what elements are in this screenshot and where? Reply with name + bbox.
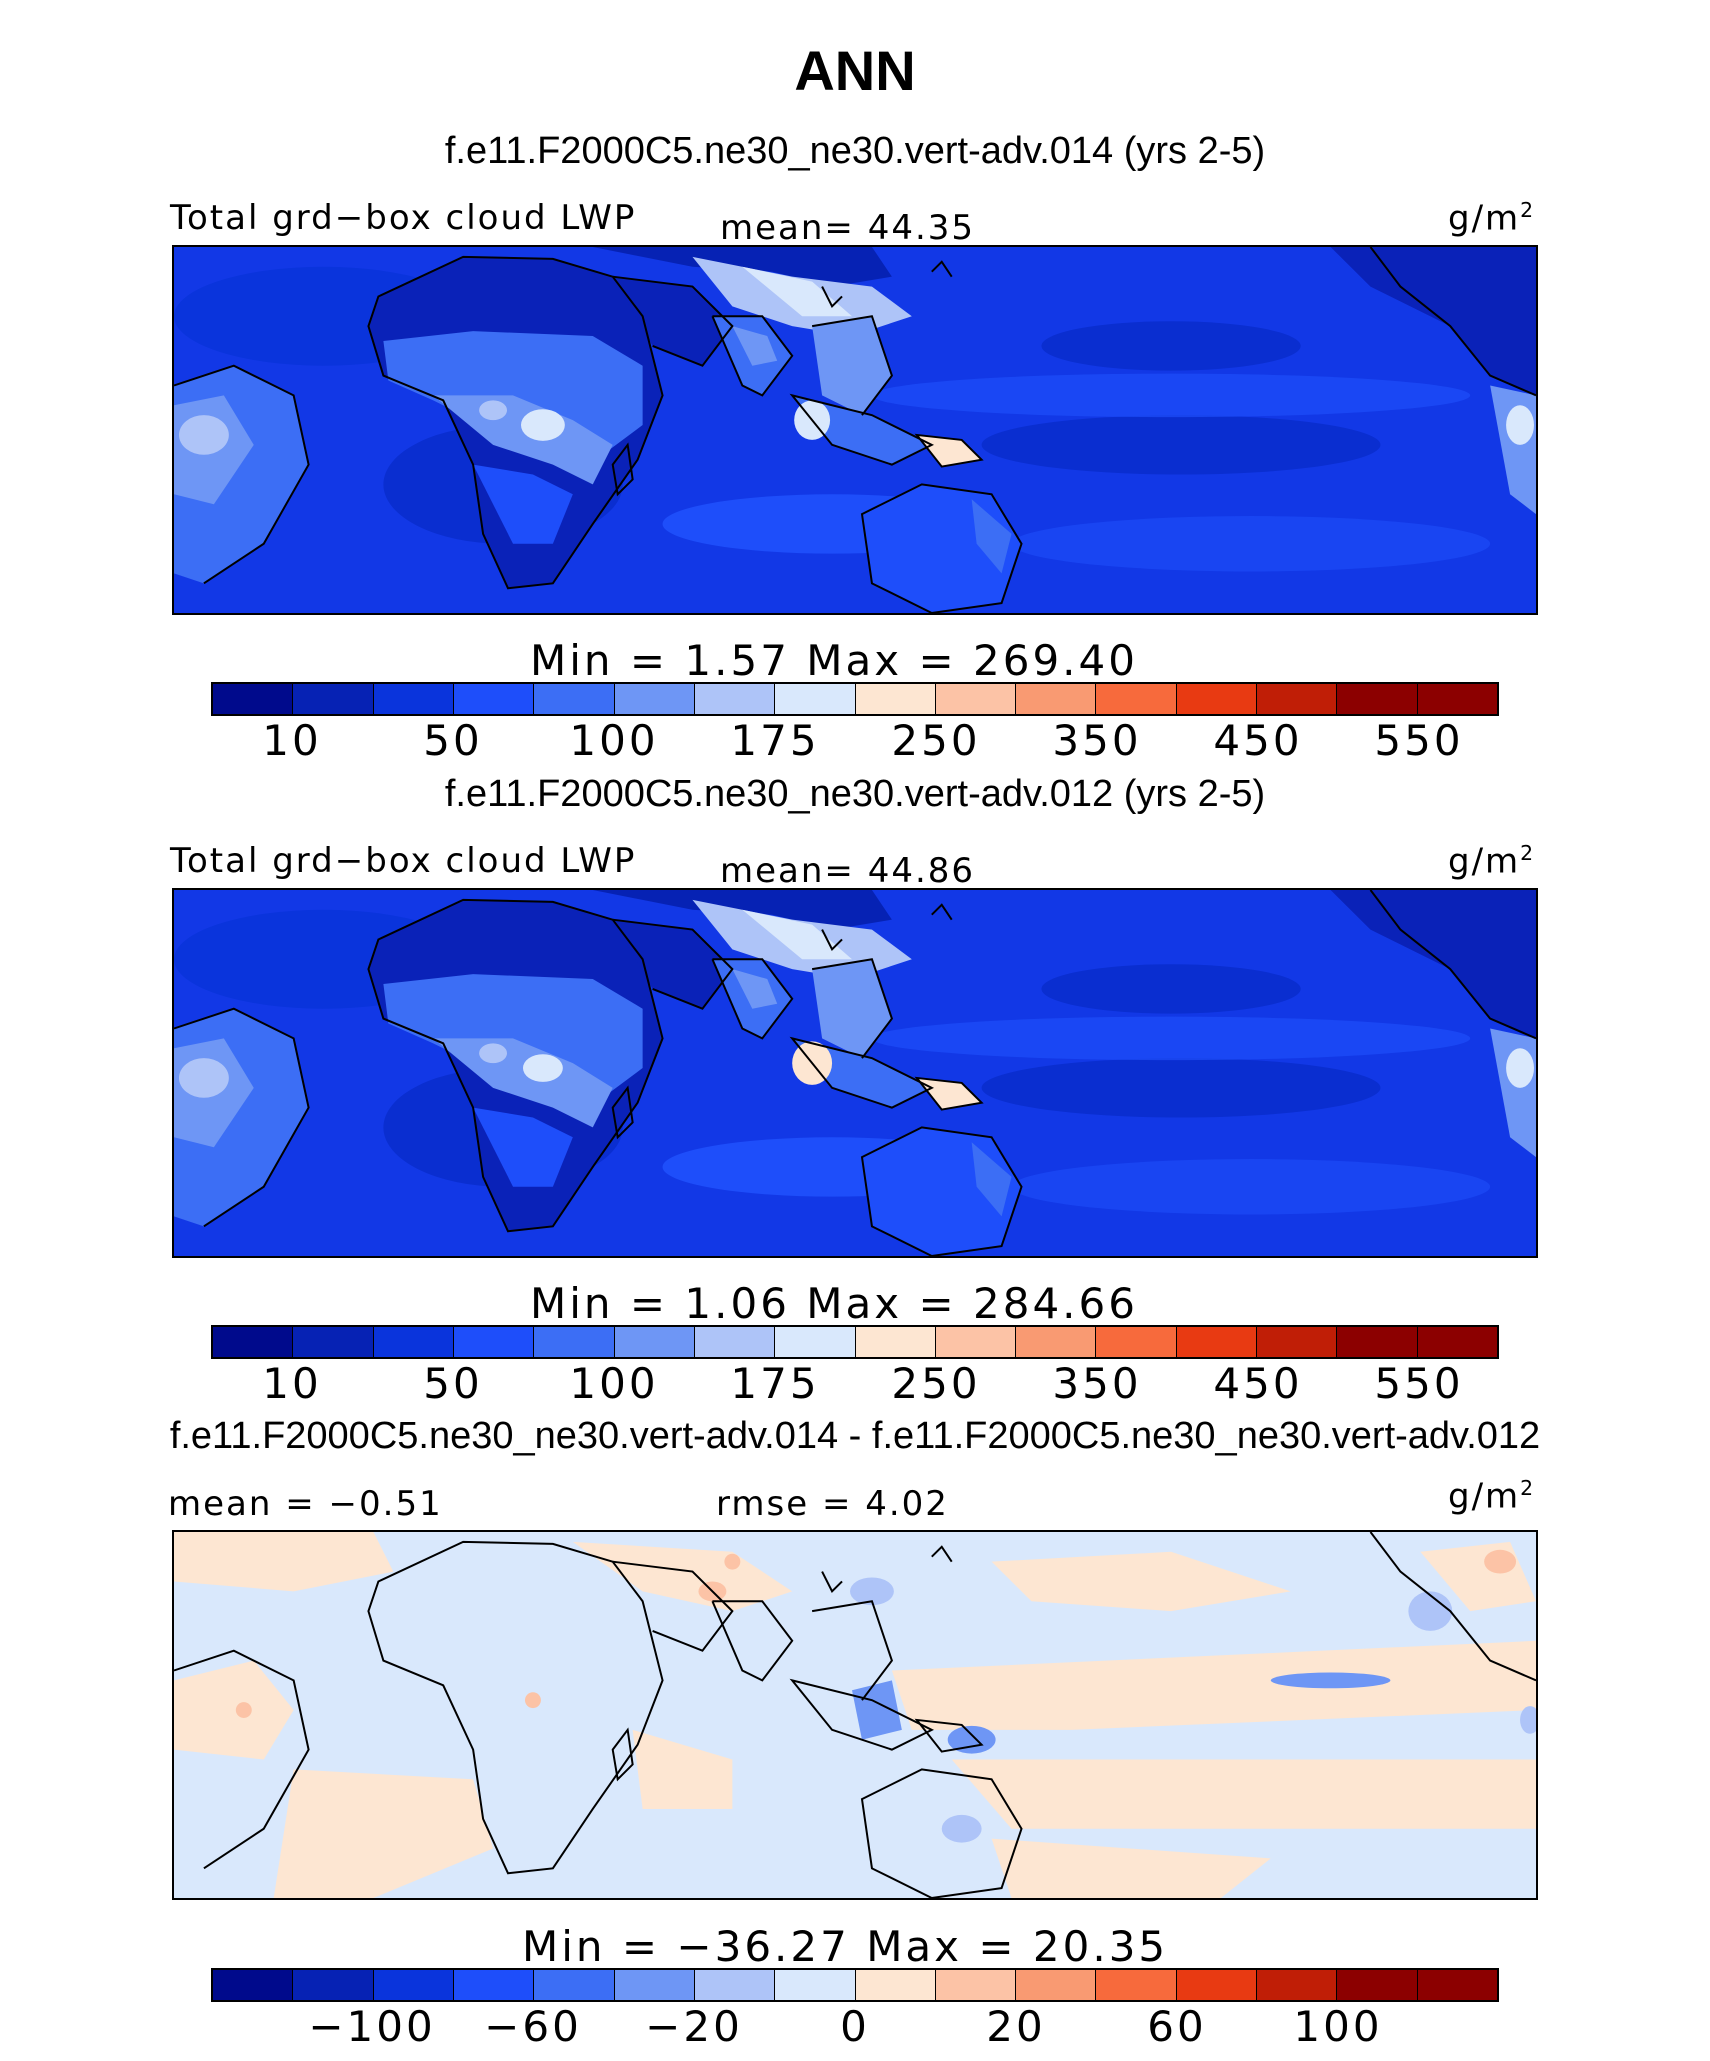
colorbar-segment [694, 1970, 776, 2000]
panel-1-colorbar [211, 682, 1499, 716]
panel-1-variable-label: Total grd−box cloud LWP [170, 198, 637, 238]
colorbar-segment [1417, 1970, 1497, 2000]
colorbar-segment [534, 1327, 615, 1357]
colorbar-segment [855, 1970, 936, 2000]
panel-1-tick: 250 [891, 716, 981, 765]
panel-2-variable-label: Total grd−box cloud LWP [170, 841, 637, 881]
panel-2-tick: 550 [1374, 1359, 1464, 1408]
panel-3-tick: 100 [1293, 2002, 1383, 2051]
colorbar-segment [373, 684, 454, 714]
panel-2-tick: 175 [730, 1359, 820, 1408]
panel-3-map [172, 1530, 1538, 1900]
panel-2-colorbar [211, 1325, 1499, 1359]
panel-3-colorbar [211, 1968, 1499, 2002]
colorbar-segment [1096, 684, 1177, 714]
colorbar-segment [1337, 684, 1418, 714]
colorbar-segment [453, 1970, 535, 2000]
panel-2-tick: 350 [1052, 1359, 1142, 1408]
panel-1-tick: 50 [423, 716, 483, 765]
colorbar-segment [1176, 1327, 1258, 1357]
panel-2-minmax: Min = 1.06 Max = 284.66 [530, 1279, 1138, 1328]
colorbar-segment [1096, 1970, 1177, 2000]
colorbar-segment [213, 1970, 294, 2000]
colorbar-segment [213, 684, 294, 714]
colorbar-segment [614, 684, 695, 714]
panel-3-minmax: Min = −36.27 Max = 20.35 [522, 1922, 1169, 1971]
panel-2-tick: 250 [891, 1359, 981, 1408]
colorbar-segment [855, 1327, 936, 1357]
panel-2-map [172, 888, 1538, 1258]
panel-3-case-title: f.e11.F2000C5.ne30_ne30.vert-adv.014 - f… [169, 1415, 1541, 1457]
colorbar-segment [453, 684, 535, 714]
colorbar-segment [1417, 1327, 1497, 1357]
colorbar-segment [1176, 1970, 1258, 2000]
panel-1-tick: 450 [1213, 716, 1303, 765]
panel-1-tick: 350 [1052, 716, 1142, 765]
colorbar-segment [293, 1327, 374, 1357]
colorbar-segment [935, 684, 1017, 714]
colorbar-segment [1417, 684, 1497, 714]
panel-1-map [172, 245, 1538, 615]
figure-title: ANN [794, 39, 916, 102]
colorbar-segment [775, 1970, 856, 2000]
colorbar-segment [855, 684, 936, 714]
panel-3-map-svg [174, 1532, 1536, 1898]
panel-1-minmax: Min = 1.57 Max = 269.40 [530, 636, 1138, 685]
colorbar-segment [694, 1327, 776, 1357]
panel-3-tick: −60 [484, 2002, 582, 2051]
panel-2-case-title: f.e11.F2000C5.ne30_ne30.vert-adv.012 (yr… [444, 773, 1266, 815]
panel-3-tick: 0 [840, 2002, 870, 2051]
panel-1-tick: 100 [569, 716, 659, 765]
panel-2-tick: 50 [423, 1359, 483, 1408]
colorbar-segment [534, 1970, 615, 2000]
panel-3-mean: mean = −0.51 [168, 1484, 443, 1524]
colorbar-segment [1257, 1970, 1338, 2000]
colorbar-segment [614, 1327, 695, 1357]
colorbar-segment [1337, 1970, 1418, 2000]
panel-3-tick: −100 [308, 2002, 436, 2051]
colorbar-segment [1096, 1327, 1177, 1357]
colorbar-segment [1016, 1970, 1097, 2000]
colorbar-segment [935, 1970, 1017, 2000]
colorbar-segment [775, 1327, 856, 1357]
colorbar-segment [293, 684, 374, 714]
panel-3-units: g/m2 [1448, 1476, 1536, 1517]
panel-1-tick: 550 [1374, 716, 1464, 765]
colorbar-segment [1016, 684, 1097, 714]
colorbar-segment [1257, 684, 1338, 714]
panel-3-tick: 60 [1147, 2002, 1207, 2051]
panel-2-tick: 10 [262, 1359, 322, 1408]
panel-1-case-title: f.e11.F2000C5.ne30_ne30.vert-adv.014 (yr… [444, 130, 1266, 172]
colorbar-segment [1337, 1327, 1418, 1357]
colorbar-segment [534, 684, 615, 714]
colorbar-segment [213, 1327, 294, 1357]
panel-2-mean: mean= 44.86 [720, 851, 976, 891]
colorbar-segment [1176, 684, 1258, 714]
panel-1-tick: 10 [262, 716, 322, 765]
panel-1-mean: mean= 44.35 [720, 208, 976, 248]
panel-2-tick: 100 [569, 1359, 659, 1408]
panel-1-units: g/m2 [1448, 198, 1536, 239]
colorbar-segment [935, 1327, 1017, 1357]
colorbar-segment [1016, 1327, 1097, 1357]
colorbar-segment [293, 1970, 374, 2000]
panel-1-tick: 175 [730, 716, 820, 765]
colorbar-segment [694, 684, 776, 714]
panel-1-map-svg [174, 247, 1536, 613]
panel-3-tick: 20 [986, 2002, 1046, 2051]
panel-2-tick: 450 [1213, 1359, 1303, 1408]
colorbar-segment [373, 1327, 454, 1357]
colorbar-segment [1257, 1327, 1338, 1357]
colorbar-segment [373, 1970, 454, 2000]
colorbar-segment [453, 1327, 535, 1357]
colorbar-segment [775, 684, 856, 714]
colorbar-segment [614, 1970, 695, 2000]
panel-3-rmse: rmse = 4.02 [716, 1484, 949, 1524]
panel-3-tick: −20 [645, 2002, 743, 2051]
panel-2-map-svg [174, 890, 1536, 1256]
panel-2-units: g/m2 [1448, 841, 1536, 882]
